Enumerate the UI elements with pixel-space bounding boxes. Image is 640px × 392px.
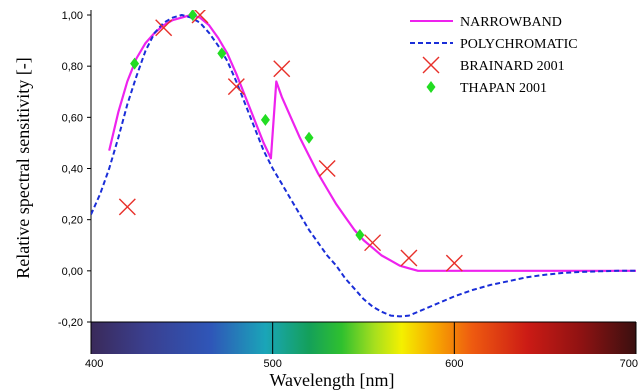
thapan-marker xyxy=(217,47,227,60)
y-axis-title: Relative spectral sensitivity [-] xyxy=(13,57,33,278)
y-tick-label: 0,00 xyxy=(62,266,83,278)
narrowband-line xyxy=(108,13,636,272)
legend-thapan: THAPAN 2001 xyxy=(426,81,547,96)
thapan-marker xyxy=(130,57,140,70)
spectrum-color-bar xyxy=(91,322,636,354)
x-tick-label: 700 xyxy=(620,358,638,370)
brainard-marker xyxy=(318,160,336,177)
x-tick-label: 500 xyxy=(263,358,281,370)
thapan-marker xyxy=(304,131,314,144)
brainard-marker xyxy=(422,56,440,74)
brainard-marker xyxy=(118,198,136,216)
legend-label: BRAINARD 2001 xyxy=(460,59,565,74)
x-axis-ticks: 400 500 600 700 xyxy=(85,322,638,370)
y-tick-label: 0,80 xyxy=(62,61,83,73)
x-axis-title: Wavelength [nm] xyxy=(269,370,394,390)
legend-narrowband: NARROWBAND xyxy=(410,15,562,30)
y-tick-label: 0,20 xyxy=(62,215,83,227)
brainard-marker xyxy=(273,60,291,78)
y-tick-label: -0,20 xyxy=(58,317,83,329)
legend-label: POLYCHROMATIC xyxy=(460,37,578,52)
thapan-marker xyxy=(426,81,436,93)
polychromatic-line xyxy=(91,14,636,318)
y-tick-label: 1,00 xyxy=(62,10,83,22)
thapan-marker xyxy=(260,113,270,126)
brainard-marker xyxy=(364,234,382,252)
brainard-marker xyxy=(191,10,209,24)
legend: NARROWBAND POLYCHROMATIC BRAINARD 2001 THAP… xyxy=(410,15,578,96)
brainard-marker xyxy=(227,78,245,96)
thapan-marker xyxy=(355,229,365,242)
x-tick-label: 400 xyxy=(85,358,103,370)
brainard-marker xyxy=(400,249,418,267)
thapan-points xyxy=(130,10,365,242)
brainard-marker xyxy=(155,19,173,37)
legend-polychromatic: POLYCHROMATIC xyxy=(410,37,578,52)
brainard-marker xyxy=(445,254,463,272)
legend-label: NARROWBAND xyxy=(460,15,562,30)
y-axis-ticks: -0,20 0,00 0,20 0,40 0,60 0,80 1,00 xyxy=(58,10,91,329)
legend-brainard: BRAINARD 2001 xyxy=(422,56,565,74)
brainard-points xyxy=(118,10,463,272)
x-tick-label: 600 xyxy=(445,358,463,370)
y-tick-label: 0,60 xyxy=(62,112,83,124)
y-tick-label: 0,40 xyxy=(62,164,83,176)
legend-label: THAPAN 2001 xyxy=(460,81,547,96)
series-layer xyxy=(91,10,636,318)
thapan-marker xyxy=(188,10,198,21)
